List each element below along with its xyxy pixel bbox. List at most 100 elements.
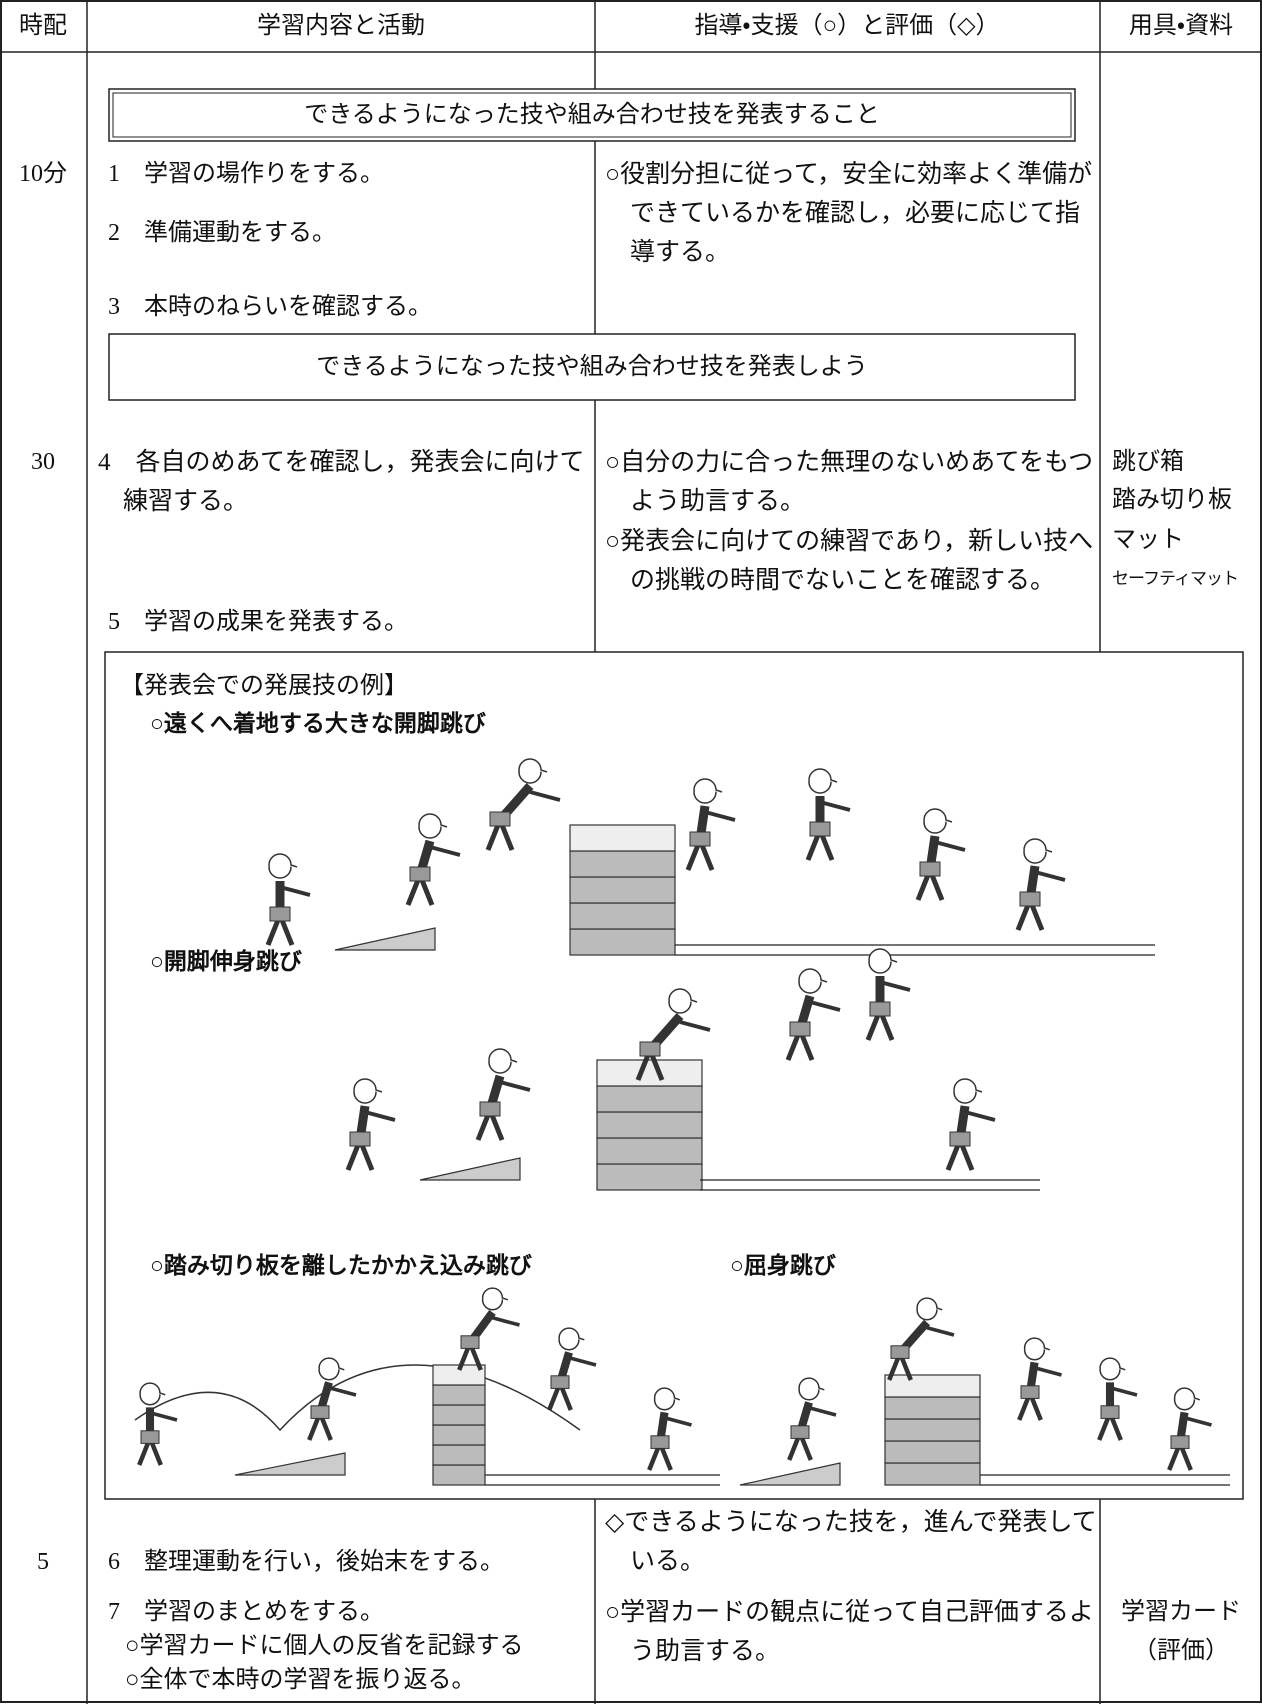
figure-arm	[1184, 1416, 1212, 1427]
vault-box-tier	[596, 1085, 703, 1113]
activity: 3 本時のねらいを確認する。	[108, 294, 432, 320]
figure-cap	[1173, 1387, 1201, 1401]
time: 10分	[19, 161, 67, 187]
material: 踏み切り板	[1112, 487, 1232, 513]
figure-arm	[499, 1080, 531, 1092]
vault-box-tier	[884, 1462, 981, 1486]
figure-cap	[923, 808, 953, 823]
figure-arm	[926, 1326, 955, 1337]
figure-cap	[693, 778, 723, 793]
activity: 5 学習の成果を発表する。	[108, 609, 408, 635]
figure-arm	[679, 1020, 711, 1032]
time: 30	[31, 449, 55, 475]
figure-shorts	[460, 1335, 480, 1349]
material: 学習カード	[1121, 1599, 1241, 1625]
goal-text: できるようになった技や組み合わせ技を発表すること	[304, 102, 880, 128]
guidance: ○自分の力に合った無理のないめあてをもつよう助言する。	[605, 448, 1094, 515]
figure-shorts	[809, 821, 831, 837]
figure-cap	[268, 853, 298, 868]
guidance: ○発表会に向けての練習であり，新しい技への挑戦の時間でないことを確認する。	[605, 527, 1094, 594]
figure-cap	[1023, 1337, 1051, 1351]
figure-shorts	[269, 906, 291, 922]
sub-activity: ○学習カードに個人の反省を記録する	[125, 1633, 524, 1659]
vault-box-tier	[596, 1137, 703, 1165]
figure-shorts	[489, 811, 511, 827]
figure-arm	[819, 800, 851, 812]
header-cell: 指導・支援（○）と評価（◇）	[694, 13, 1000, 39]
figure-caption: ○踏み切り板を離したかかえ込み跳び	[150, 1252, 532, 1278]
vault-box-tier	[432, 1384, 486, 1406]
figure-arm	[964, 1110, 996, 1122]
figure-cap	[798, 1377, 825, 1391]
figure-arm	[328, 1386, 357, 1397]
activity: 1 学習の場作りをする。	[108, 161, 384, 187]
figure-arm	[149, 1411, 178, 1422]
figure-cap	[1099, 1357, 1126, 1371]
vault-box-tier	[884, 1440, 981, 1464]
vault-box-tier	[596, 1111, 703, 1139]
activity: 4 各自のめあてを確認し，発表会に向けて練習する。	[98, 448, 585, 515]
header-cell: 学習内容と活動	[257, 13, 425, 39]
figure-shorts	[1100, 1405, 1120, 1419]
figure-arm	[1034, 870, 1066, 882]
figure-cap	[798, 968, 828, 983]
figure-caption: ○開脚伸身跳び	[150, 948, 302, 974]
figure-arm	[1109, 1386, 1138, 1397]
vault-box-tier	[596, 1059, 703, 1087]
figure-arm	[492, 1316, 520, 1327]
activity: 2 準備運動をする。	[108, 220, 336, 246]
figure-cap	[808, 768, 838, 783]
vault-box-tier	[432, 1424, 486, 1446]
material: 跳び箱	[1112, 449, 1184, 475]
vault-box-tier	[596, 1163, 703, 1191]
figure-cap	[653, 1387, 681, 1401]
vault-box-tier	[569, 902, 676, 930]
activity: 7 学習のまとめをする。	[108, 1599, 384, 1625]
material: セーフティマット	[1112, 569, 1239, 588]
springboard	[419, 1157, 521, 1181]
figure-cap	[1023, 838, 1053, 853]
springboard	[334, 927, 436, 951]
figure-arm	[809, 1000, 841, 1012]
figure-cap	[558, 1327, 585, 1341]
vault-box-tier	[569, 850, 676, 878]
figure-cap	[418, 813, 448, 828]
figure-shorts	[1019, 891, 1041, 907]
aim-text: できるようになった技や組み合わせ技を発表しよう	[316, 354, 868, 380]
vault-box-tier	[432, 1464, 486, 1486]
figure-title: 【発表会での発展技の例】	[120, 673, 408, 699]
figure-arm	[704, 810, 736, 822]
figure-arm	[529, 790, 561, 802]
figure-shorts	[479, 1101, 501, 1117]
figure-cap	[353, 1078, 383, 1093]
vault-box-tier	[884, 1396, 981, 1420]
figure-arm	[364, 1110, 396, 1122]
vault-box-tier	[569, 876, 676, 904]
figure-caption: ○遠くへ着地する大きな開脚跳び	[150, 710, 486, 736]
figure-cap	[488, 1048, 518, 1063]
figure-shorts	[790, 1425, 810, 1439]
figure-shorts	[1020, 1385, 1040, 1399]
figure-cap	[318, 1357, 345, 1371]
figure-arm	[808, 1406, 837, 1417]
trajectory	[134, 1364, 581, 1432]
figure-shorts	[409, 866, 431, 882]
guidance: ○役割分担に従って，安全に効率よく準備ができているかを確認し，必要に応じて指導す…	[605, 160, 1093, 266]
figure-shorts	[650, 1435, 670, 1449]
figure-cap	[868, 948, 898, 963]
figure-arm	[1034, 1366, 1062, 1377]
figure-shorts	[349, 1131, 371, 1147]
figure-cap	[668, 988, 698, 1003]
figure-shorts	[869, 1001, 891, 1017]
figure-arm	[664, 1416, 692, 1427]
aim-box	[108, 333, 1076, 401]
vault-box-tier	[569, 928, 676, 956]
vault-box-tier	[432, 1444, 486, 1466]
springboard	[739, 1462, 841, 1486]
figure-shorts	[639, 1041, 661, 1057]
vault-box-tier	[884, 1374, 981, 1398]
